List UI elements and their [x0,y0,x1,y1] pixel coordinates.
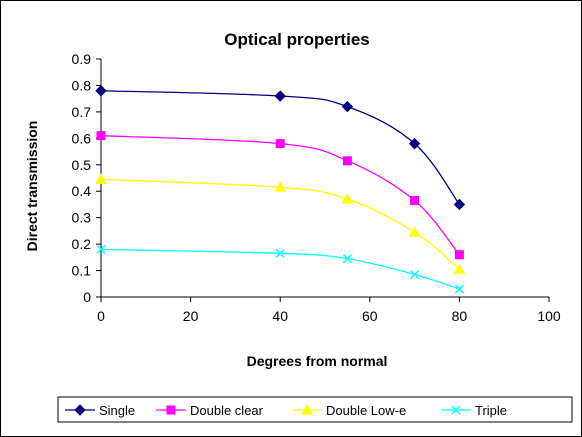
legend-marker-double-clear [166,405,176,415]
y-tick-label: 0.5 [72,157,92,173]
legend-marker-triple [451,405,461,415]
data-point-double-low-e [408,226,421,237]
legend-marker-double-low-e [301,403,313,415]
y-tick-label: 0.1 [72,263,92,279]
legend-label-double-clear: Double clear [190,403,264,418]
data-point-triple [275,248,285,258]
x-tick-label: 0 [97,308,105,324]
data-point-single [453,198,466,211]
data-point-double-low-e [274,181,287,192]
data-point-single [408,137,421,150]
y-tick-label: 0.7 [72,104,92,120]
legend-label-single: Single [99,403,135,418]
x-tick-label: 40 [272,308,288,324]
y-tick-label: 0.6 [72,130,92,146]
legend: Single Double clear Double Low-e Triple [57,396,573,423]
y-tick-label: 0 [83,289,91,305]
x-tick-label: 20 [183,308,199,324]
legend-label-double-low-e: Double Low-e [326,403,406,418]
data-point-triple [342,254,352,264]
axes: 0 0.1 0.2 0.3 0.4 0.5 0.6 0.7 0.8 0.9 0 20 40 60 80 100 [72,51,561,324]
data-point-single [95,85,107,97]
data-point-double-clear [410,195,420,205]
data-point-triple [454,284,464,294]
y-tick-label: 0.9 [72,51,92,67]
y-tick-label: 0.2 [72,236,92,252]
series-line-triple [100,248,460,290]
y-tick-label: 0.8 [72,77,92,93]
data-point-double-low-e [453,263,466,274]
y-tick-label: 0.4 [72,183,92,199]
chart-title: Optical properties [224,30,369,49]
data-point-double-low-e [95,173,107,184]
data-point-triple [410,269,420,280]
data-point-double-clear [275,139,285,149]
legend-marker-single [74,404,86,416]
y-tick-label: 0.3 [72,210,92,226]
plot-area [95,85,466,294]
data-point-single [341,100,354,113]
y-axis-title: Direct transmission [24,121,40,252]
data-point-single [274,90,286,102]
series-line-single [100,90,460,205]
x-tick-label: 80 [452,308,468,324]
legend-label-triple: Triple [475,403,507,418]
data-point-double-clear [96,131,106,141]
series-line-double-clear [100,135,460,256]
x-axis-title: Degrees from normal [247,353,388,369]
x-tick-label: 100 [537,308,561,324]
data-point-double-clear [454,250,464,260]
series-line-double-low-e [100,178,460,270]
data-point-double-low-e [341,193,354,204]
data-point-double-clear [342,156,352,166]
data-point-triple [96,244,106,254]
x-tick-label: 60 [362,308,378,324]
